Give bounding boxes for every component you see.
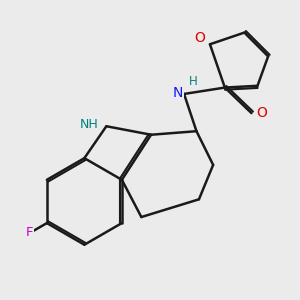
Text: H: H [189, 75, 197, 88]
Text: N: N [172, 86, 183, 100]
Text: O: O [256, 106, 267, 120]
Text: O: O [195, 31, 206, 45]
Text: F: F [26, 226, 33, 239]
Text: NH: NH [79, 118, 98, 131]
